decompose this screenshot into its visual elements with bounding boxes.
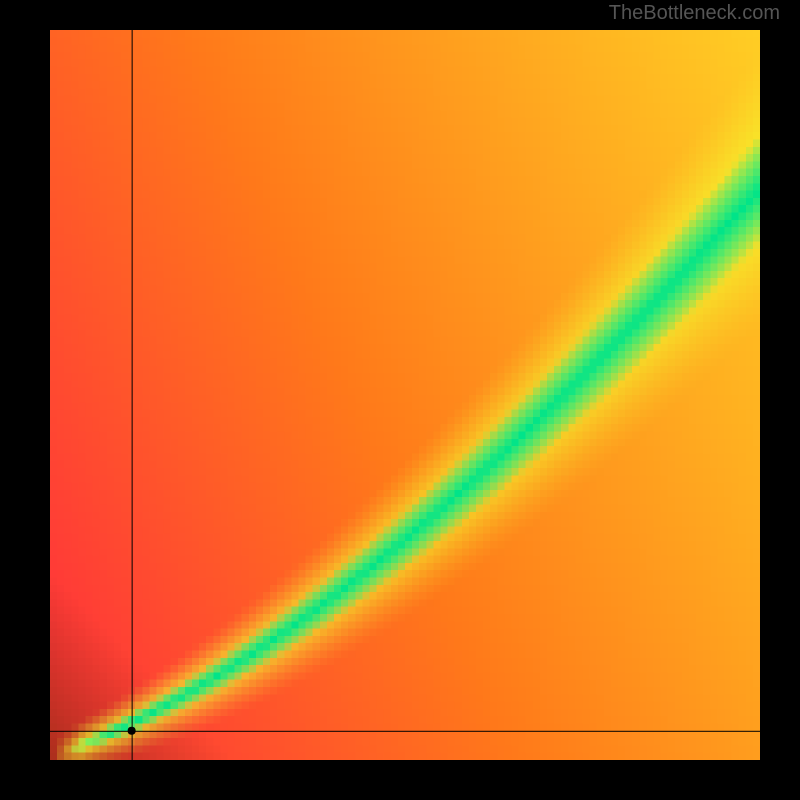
crosshair-overlay [50,30,760,760]
watermark-label: TheBottleneck.com [609,2,780,25]
plot-area [50,30,760,760]
figure-container: TheBottleneck.com [0,0,800,800]
